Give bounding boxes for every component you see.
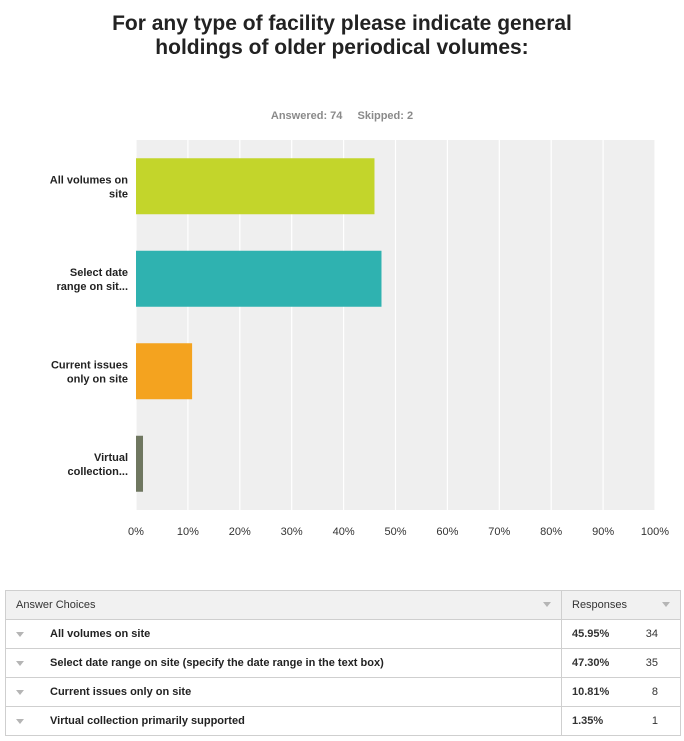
- row-count: 1: [628, 706, 681, 736]
- row-count: 8: [628, 677, 681, 707]
- x-tick-label: 40%: [333, 526, 355, 538]
- row-count: 34: [628, 619, 681, 649]
- x-tick-label: 20%: [229, 526, 251, 538]
- x-tick-label: 0%: [128, 526, 144, 538]
- category-label: All volumes on site: [50, 174, 129, 200]
- expand-chevron-icon[interactable]: [16, 632, 24, 637]
- answer-choices-header[interactable]: Answer Choices: [5, 590, 562, 620]
- x-tick-label: 60%: [436, 526, 458, 538]
- row-choice-label: Current issues only on site: [50, 686, 192, 698]
- bar: [136, 435, 144, 492]
- row-percent: 10.81%: [561, 677, 628, 707]
- skipped-count: Skipped: 2: [357, 110, 414, 122]
- category-label: Virtual collection...: [67, 452, 128, 478]
- table-row: Virtual collection primarily supported 1…: [5, 706, 681, 736]
- x-tick-label: 70%: [488, 526, 510, 538]
- sort-chevron-icon[interactable]: [662, 602, 670, 607]
- category-label: Current issues only on site: [51, 359, 128, 385]
- row-choice: Current issues only on site: [5, 677, 562, 707]
- row-choice: Virtual collection primarily supported: [5, 706, 562, 736]
- row-choice-label: Virtual collection primarily supported: [50, 715, 245, 727]
- responses-header-label: Responses: [572, 599, 628, 611]
- response-summary: Answered: 74 Skipped: 2: [0, 110, 684, 122]
- row-percent: 1.35%: [561, 706, 628, 736]
- row-choice: Select date range on site (specify the d…: [5, 648, 562, 678]
- bar: [136, 250, 382, 307]
- responses-header[interactable]: Responses: [561, 590, 681, 620]
- table-row: Current issues only on site 10.81% 8: [5, 677, 681, 707]
- x-tick-label: 30%: [281, 526, 303, 538]
- bar: [136, 158, 375, 215]
- answer-choices-header-label: Answer Choices: [16, 599, 96, 611]
- expand-chevron-icon[interactable]: [16, 690, 24, 695]
- x-tick-label: 100%: [641, 526, 669, 538]
- category-label-line: All volumes on: [50, 174, 129, 186]
- row-choice: All volumes on site: [5, 619, 562, 649]
- row-choice-label: Select date range on site (specify the d…: [50, 657, 384, 669]
- bar-chart: 0% 10% 20% 30% 40% 50% 60% 70% 80% 90% 100% All vol…: [50, 140, 669, 538]
- table-row: All volumes on site 45.95% 34: [5, 619, 681, 649]
- row-percent: 47.30%: [561, 648, 628, 678]
- category-label-line: Current issues: [51, 359, 128, 371]
- category-label-line: site: [109, 188, 128, 200]
- bar: [136, 343, 193, 400]
- category-label-line: range on sit...: [56, 281, 128, 293]
- expand-chevron-icon[interactable]: [16, 661, 24, 666]
- x-tick-label: 80%: [540, 526, 562, 538]
- table-row: Select date range on site (specify the d…: [5, 648, 681, 678]
- category-label-line: collection...: [67, 466, 128, 478]
- responses-table: Answer Choices Responses All volumes on …: [5, 590, 681, 736]
- answered-count: Answered: 74: [270, 110, 343, 122]
- x-tick-label: 50%: [384, 526, 406, 538]
- category-label-line: Virtual: [94, 452, 128, 464]
- x-tick-label: 10%: [177, 526, 199, 538]
- x-tick-label: 90%: [592, 526, 614, 538]
- row-count: 35: [628, 648, 681, 678]
- chart-title: For any type of facility please indicate…: [112, 12, 572, 59]
- table-header-row: Answer Choices Responses: [5, 590, 681, 620]
- expand-chevron-icon[interactable]: [16, 719, 24, 724]
- sort-chevron-icon[interactable]: [543, 602, 551, 607]
- category-label-line: Select date: [70, 267, 128, 279]
- category-label-line: only on site: [67, 373, 128, 385]
- row-choice-label: All volumes on site: [50, 628, 151, 640]
- category-label: Select date range on sit...: [56, 267, 128, 293]
- row-percent: 45.95%: [561, 619, 628, 649]
